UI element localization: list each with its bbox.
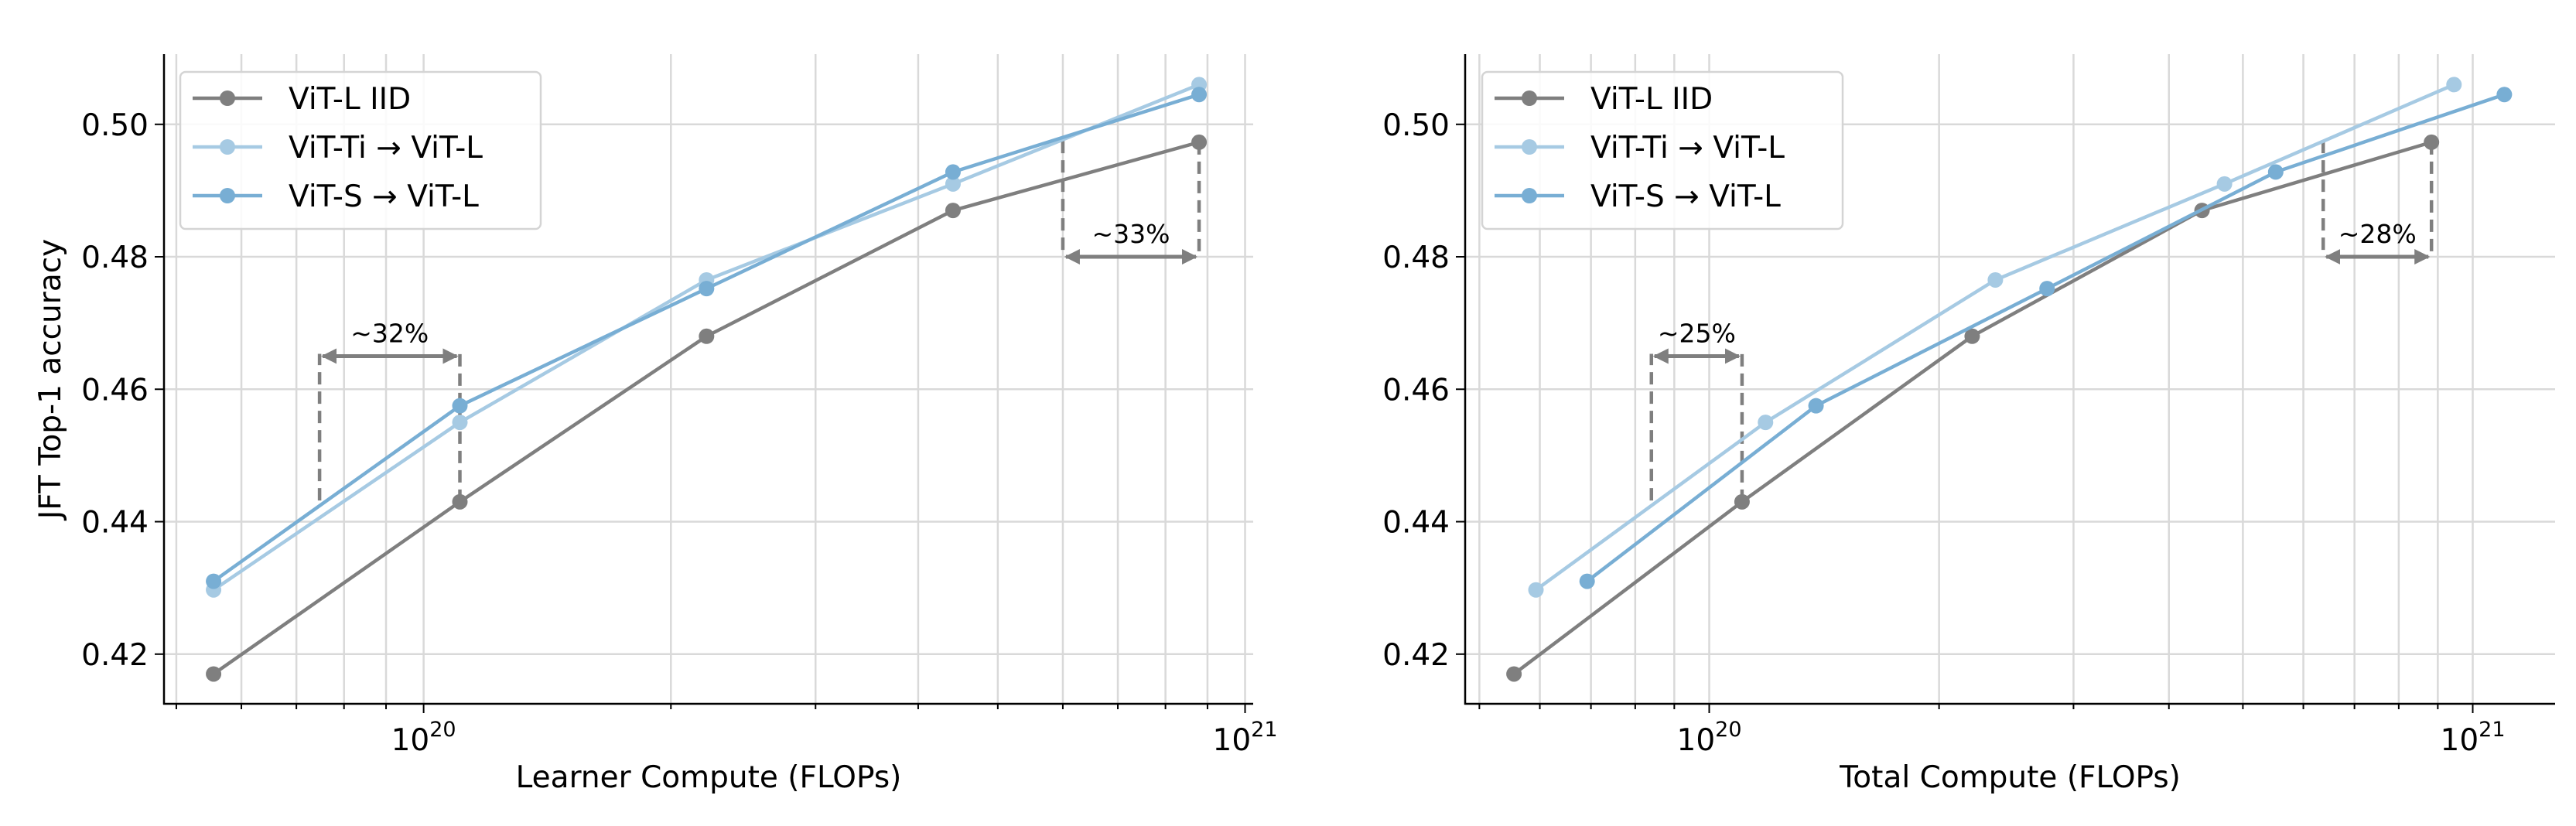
ytick-label: 0.48	[1382, 241, 1450, 275]
xtick-exponent: 21	[1251, 718, 1277, 742]
ytick-label: 0.46	[81, 373, 149, 408]
annotation: ~28%	[2321, 141, 2434, 265]
data-point	[2039, 281, 2055, 297]
data-point	[452, 398, 468, 414]
xtick-base: 10	[2441, 723, 2479, 758]
annotation-label: ~28%	[2339, 219, 2417, 249]
legend-item: ViT-S → ViT-L	[1495, 179, 1781, 214]
xtick-exponent: 20	[429, 718, 456, 742]
data-point	[1191, 134, 1208, 150]
data-point	[206, 573, 222, 589]
series-s	[206, 87, 1208, 589]
data-point	[945, 203, 961, 219]
data-point	[2216, 176, 2233, 192]
data-point	[1579, 573, 1595, 589]
x-axis-label: Total Compute (FLOPs)	[1839, 760, 2181, 795]
data-point	[2267, 164, 2284, 180]
annotation-label: ~25%	[1658, 318, 1736, 348]
legend-label: ViT-S → ViT-L	[289, 179, 479, 214]
legend-item: ViT-S → ViT-L	[193, 179, 479, 214]
x-axis-label: Learner Compute (FLOPs)	[516, 760, 902, 795]
series-s	[1579, 87, 2513, 589]
data-point	[699, 281, 715, 297]
legend: ViT-L IID ViT-Ti → ViT-L ViT-S → ViT-L	[179, 70, 542, 230]
xtick-label: 1020	[391, 718, 456, 758]
data-point	[1987, 271, 2004, 288]
legend-marker	[220, 90, 235, 106]
series-ti	[1528, 77, 2462, 598]
ytick-label: 0.48	[81, 241, 149, 275]
data-point	[699, 328, 715, 344]
legend-item: ViT-L IID	[193, 82, 411, 117]
data-point	[1528, 582, 1544, 598]
xtick-exponent: 20	[1715, 718, 1741, 742]
legend-marker	[1522, 139, 1537, 155]
legend-label: ViT-L IID	[1590, 82, 1713, 117]
legend-marker	[1522, 90, 1537, 106]
annotation: ~32%	[317, 318, 462, 502]
xtick-label: 1021	[2441, 718, 2506, 758]
xtick-label: 1020	[1677, 718, 1742, 758]
annotation: ~33%	[1061, 141, 1201, 265]
data-point	[1506, 666, 1522, 682]
legend-marker	[1522, 188, 1537, 203]
data-point	[1758, 415, 1774, 431]
data-point	[2446, 77, 2462, 93]
data-point	[1191, 87, 1208, 103]
xtick-exponent: 21	[2479, 718, 2505, 742]
ytick-label: 0.50	[81, 108, 149, 143]
data-point	[1964, 328, 1980, 344]
xtick-base: 10	[1677, 723, 1716, 758]
legend-box	[1481, 70, 1844, 230]
data-point	[206, 666, 222, 682]
data-point	[1808, 398, 1824, 414]
xtick-base: 10	[1213, 723, 1252, 758]
ytick-label: 0.42	[1382, 638, 1450, 673]
y-axis-label: JFT Top-1 accuracy	[33, 239, 68, 522]
data-point	[2496, 87, 2513, 103]
data-point	[452, 415, 468, 431]
legend-label: ViT-L IID	[289, 82, 411, 117]
legend-box	[179, 70, 542, 230]
xtick-label: 1021	[1213, 718, 1278, 758]
ytick-label: 0.46	[1382, 373, 1450, 408]
data-point	[945, 164, 961, 180]
xtick-base: 10	[391, 723, 430, 758]
legend-marker	[220, 188, 235, 203]
ytick-label: 0.44	[81, 506, 149, 541]
ytick-label: 0.44	[1382, 506, 1450, 541]
series-iid	[206, 134, 1208, 682]
legend-item: ViT-L IID	[1495, 82, 1713, 117]
legend-item: ViT-Ti → ViT-L	[193, 131, 483, 166]
annotation-label: ~33%	[1092, 219, 1170, 249]
legend-label: ViT-Ti → ViT-L	[289, 131, 483, 166]
legend-label: ViT-S → ViT-L	[1590, 179, 1781, 214]
data-point	[2424, 134, 2440, 150]
series-iid	[1506, 134, 2440, 682]
annotation-label: ~32%	[350, 318, 429, 348]
legend: ViT-L IID ViT-Ti → ViT-L ViT-S → ViT-L	[1481, 70, 1844, 230]
data-point	[452, 493, 468, 510]
ytick-label: 0.50	[1382, 108, 1450, 143]
data-point	[945, 176, 961, 192]
legend-marker	[220, 139, 235, 155]
ytick-label: 0.42	[81, 638, 149, 673]
data-point	[1734, 493, 1750, 510]
annotation: ~25%	[1649, 318, 1744, 502]
legend-item: ViT-Ti → ViT-L	[1495, 131, 1785, 166]
legend-label: ViT-Ti → ViT-L	[1590, 131, 1785, 166]
